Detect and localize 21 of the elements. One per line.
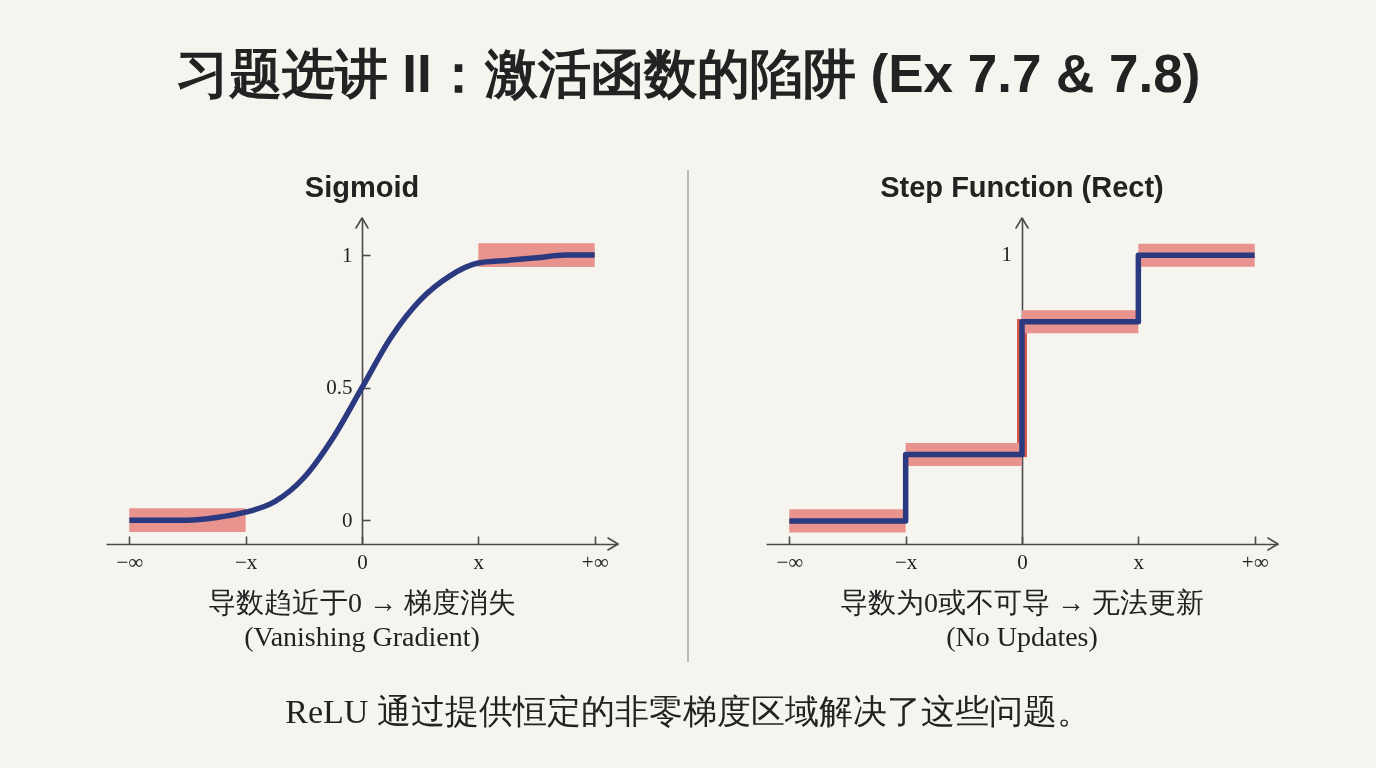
x-tick-label: −∞ (776, 549, 804, 574)
text: (No Updates) (946, 621, 1098, 652)
text: 习题选讲 II：激活函数的陷阱 (Ex 7.7 & 7.8) (175, 44, 1201, 103)
y-tick-label: 0 (342, 507, 353, 532)
chart-title: Step Function (Rect) (880, 171, 1164, 203)
x-tick-label: x (473, 549, 485, 574)
text: (Vanishing Gradient) (244, 621, 480, 652)
x-tick-label: +∞ (581, 549, 609, 574)
text: ReLU 通过提供恒定的非零梯度区域解决了这些问题。 (285, 693, 1091, 730)
annotation: 1 (1001, 242, 1012, 267)
x-tick-label: −∞ (116, 549, 144, 574)
x-tick-label: x (1133, 549, 1145, 574)
x-tick-label: −x (234, 549, 258, 574)
y-tick-label: 0.5 (326, 375, 353, 400)
x-tick-label: 0 (1017, 549, 1028, 574)
y-tick-label: 1 (342, 242, 353, 267)
x-tick-label: +∞ (1241, 549, 1269, 574)
x-tick-label: −x (894, 549, 918, 574)
chart-title: Sigmoid (304, 171, 420, 203)
text: 导数为0或不可导 → 无法更新 (840, 587, 1204, 618)
text: 导数趋近于0 → 梯度消失 (208, 587, 516, 618)
